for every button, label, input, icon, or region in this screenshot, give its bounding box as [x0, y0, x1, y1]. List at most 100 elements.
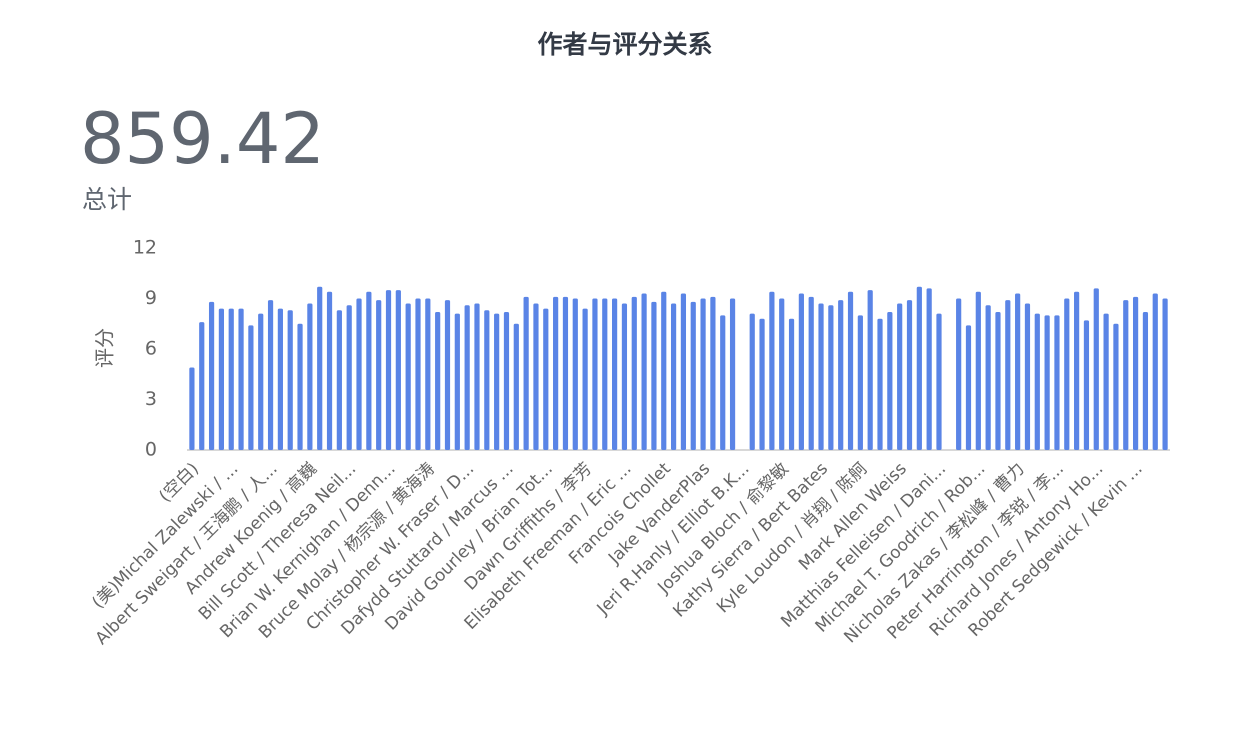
bar	[385, 290, 392, 450]
bar	[346, 305, 352, 450]
bar	[1005, 300, 1011, 450]
bar	[631, 296, 637, 450]
bar	[543, 308, 549, 450]
bar	[690, 301, 696, 450]
bar	[484, 310, 490, 450]
bar	[1123, 300, 1129, 450]
bar	[592, 298, 598, 450]
bar	[218, 308, 225, 450]
bar	[494, 313, 500, 450]
bar	[513, 323, 519, 450]
bar	[1015, 293, 1021, 450]
bar	[857, 315, 863, 450]
bar	[208, 301, 215, 450]
bar	[326, 291, 333, 450]
y-tick-label: 6	[145, 338, 157, 360]
bar	[759, 318, 765, 450]
bar	[651, 301, 657, 450]
bar	[769, 291, 775, 450]
bar	[838, 300, 844, 450]
bar	[582, 308, 588, 450]
bar	[1162, 298, 1168, 450]
bar	[1064, 298, 1070, 450]
bar	[366, 291, 372, 450]
bar	[956, 298, 962, 450]
bar	[808, 296, 814, 450]
bar	[985, 305, 991, 450]
y-tick-label: 3	[145, 388, 157, 410]
kpi-value: 859.42	[80, 98, 325, 180]
bar	[877, 318, 883, 450]
bar	[612, 298, 618, 450]
bar	[415, 298, 421, 450]
bar	[1074, 291, 1080, 450]
bar	[1132, 296, 1139, 450]
y-tick-label: 9	[145, 287, 157, 309]
bar	[1054, 315, 1060, 450]
bar	[867, 290, 873, 450]
bar	[1024, 303, 1031, 450]
bar	[1034, 313, 1040, 450]
bar	[995, 311, 1001, 450]
bar	[965, 325, 972, 450]
bar	[1093, 288, 1099, 450]
bar	[189, 367, 195, 450]
bar	[828, 305, 834, 450]
bar	[562, 296, 569, 450]
bar	[503, 311, 510, 450]
bar	[1113, 323, 1119, 450]
bar	[680, 293, 687, 450]
bar	[670, 303, 677, 450]
bar	[464, 305, 470, 450]
y-tick-label: 0	[145, 439, 157, 461]
bar	[1103, 313, 1109, 450]
y-axis-title: 评分	[93, 328, 117, 368]
bar	[287, 310, 293, 450]
bar	[307, 303, 313, 450]
bar	[572, 298, 578, 450]
bar	[395, 290, 401, 450]
bar	[444, 300, 451, 450]
bar	[936, 313, 942, 450]
bar	[661, 291, 667, 450]
bar	[435, 311, 441, 450]
bar	[474, 303, 480, 450]
bar	[720, 315, 726, 450]
bar	[887, 311, 893, 450]
bar	[916, 286, 922, 450]
bar	[1142, 311, 1149, 450]
bar	[798, 293, 804, 450]
bar	[621, 303, 628, 450]
bar	[710, 296, 716, 450]
bar	[729, 298, 736, 450]
bar	[847, 291, 854, 450]
bar	[258, 313, 264, 450]
bar	[897, 303, 903, 450]
bar	[199, 322, 205, 450]
bar	[749, 313, 755, 450]
bar	[454, 313, 460, 450]
bar	[297, 323, 303, 450]
bar	[818, 303, 824, 450]
kpi-label: 总计	[82, 185, 132, 214]
bar	[425, 298, 431, 450]
bar	[975, 291, 981, 450]
bar	[1044, 315, 1050, 450]
bar	[1152, 293, 1158, 450]
bar	[788, 318, 795, 450]
bar	[238, 308, 244, 450]
bar	[906, 300, 913, 450]
bar	[533, 303, 539, 450]
bar	[641, 293, 647, 450]
bar	[277, 308, 283, 450]
bar	[267, 300, 274, 450]
bar	[228, 308, 234, 450]
bar	[376, 300, 382, 450]
bar	[405, 303, 411, 450]
bar	[700, 298, 706, 450]
bar	[779, 298, 785, 450]
bar	[523, 296, 529, 450]
bar	[317, 286, 323, 450]
y-tick-label: 12	[133, 237, 157, 259]
